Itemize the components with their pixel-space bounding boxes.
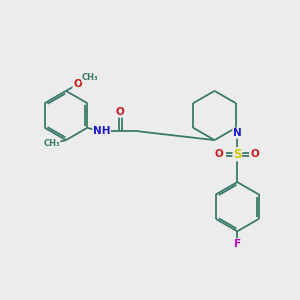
Text: CH₃: CH₃ — [43, 139, 60, 148]
Text: N: N — [233, 128, 242, 138]
Text: S: S — [233, 148, 242, 161]
Text: O: O — [73, 79, 82, 89]
Text: CH₃: CH₃ — [82, 73, 98, 82]
Text: NH: NH — [93, 126, 110, 136]
Text: O: O — [215, 149, 224, 159]
Text: O: O — [116, 107, 125, 117]
Text: O: O — [251, 149, 260, 159]
Text: F: F — [234, 239, 241, 249]
